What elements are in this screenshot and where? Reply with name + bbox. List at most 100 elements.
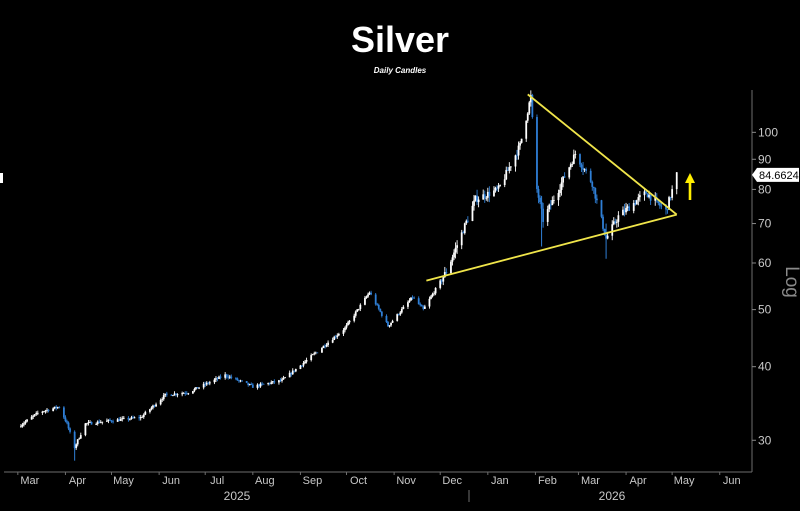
candle: [400, 307, 403, 314]
candle: [228, 374, 231, 379]
candle: [270, 380, 273, 385]
candle: [314, 351, 317, 355]
candle: [121, 416, 124, 422]
candle: [262, 383, 265, 385]
candle: [477, 196, 480, 208]
candle: [407, 300, 409, 310]
x-tick-label: Nov: [396, 475, 416, 487]
candle: [399, 310, 402, 316]
candle: [364, 295, 366, 306]
candle: [434, 287, 437, 296]
candle: [43, 410, 45, 413]
candle: [89, 420, 91, 423]
x-tick-label: Sep: [303, 475, 323, 487]
axes-layer: 30 40 50 60 70 80 90 100 Mar Apr May Jun Jul Aug Sep Oc…: [0, 90, 800, 503]
candle: [635, 199, 638, 205]
y-tick-label: 90: [758, 152, 772, 166]
candle: [278, 379, 280, 385]
candle: [202, 381, 205, 390]
candle: [365, 295, 368, 299]
candle: [622, 206, 624, 216]
candle: [305, 357, 308, 364]
candle: [192, 390, 194, 395]
candle: [537, 185, 540, 204]
x-tick-label: Jan: [491, 475, 509, 487]
candle: [159, 398, 162, 406]
candle: [69, 427, 71, 434]
candle: [368, 291, 371, 296]
candle: [19, 424, 22, 428]
candle: [628, 202, 631, 211]
candle: [497, 182, 500, 192]
candle: [611, 220, 614, 241]
candle: [440, 278, 443, 285]
y-tick-label: 40: [758, 360, 772, 374]
candle: [466, 216, 469, 223]
candle: [442, 276, 445, 286]
candle: [316, 352, 319, 354]
candle: [195, 386, 197, 390]
candle: [218, 375, 220, 380]
candle: [36, 410, 39, 416]
candle: [462, 230, 465, 234]
candle: [367, 292, 369, 298]
candle: [568, 166, 571, 180]
candle: [213, 378, 216, 385]
candle: [63, 406, 65, 419]
x-tick-label: May: [113, 475, 134, 487]
candle: [402, 305, 405, 310]
candle: [377, 303, 380, 311]
candle: [112, 419, 114, 424]
candle: [327, 340, 329, 347]
candle: [331, 337, 334, 344]
candle: [591, 180, 594, 191]
candle: [520, 138, 523, 144]
candle: [119, 416, 122, 422]
candle: [235, 377, 237, 381]
candle: [669, 196, 672, 201]
left-edge-marker: [0, 173, 3, 183]
candle: [208, 380, 211, 386]
candle: [118, 417, 121, 422]
candle: [431, 292, 434, 298]
x-tick-label: Apr: [69, 475, 86, 487]
candle: [170, 394, 173, 396]
candle: [580, 162, 583, 172]
candle: [33, 414, 36, 418]
candle: [256, 383, 259, 390]
candle: [582, 161, 584, 175]
candle: [132, 415, 134, 419]
x-tick-label: Apr: [629, 475, 646, 487]
candle: [357, 308, 360, 311]
trendline-upper: [527, 93, 678, 216]
year-label-2025: 2025: [224, 489, 251, 503]
candle: [284, 376, 286, 379]
y-tick-label: 50: [758, 303, 772, 317]
candle: [494, 186, 497, 193]
candle: [571, 161, 574, 167]
candle: [574, 150, 577, 159]
candle: [454, 242, 457, 259]
candle: [539, 195, 541, 205]
x-tick-label: Oct: [350, 475, 367, 487]
candle: [675, 172, 678, 195]
candle: [419, 302, 422, 307]
candle: [138, 415, 141, 421]
candle: [101, 421, 104, 425]
candle: [559, 184, 561, 198]
candle: [230, 374, 233, 380]
candle: [173, 391, 176, 396]
candle: [493, 186, 495, 197]
candle: [164, 393, 167, 398]
candle: [293, 370, 296, 373]
candle: [322, 345, 325, 349]
candle: [267, 382, 270, 386]
candle: [321, 347, 323, 354]
candle: [161, 397, 164, 403]
candle: [144, 410, 147, 416]
candle: [110, 420, 113, 423]
candle: [301, 365, 303, 368]
candle: [251, 383, 254, 388]
candle: [529, 90, 532, 107]
candle: [95, 422, 98, 426]
